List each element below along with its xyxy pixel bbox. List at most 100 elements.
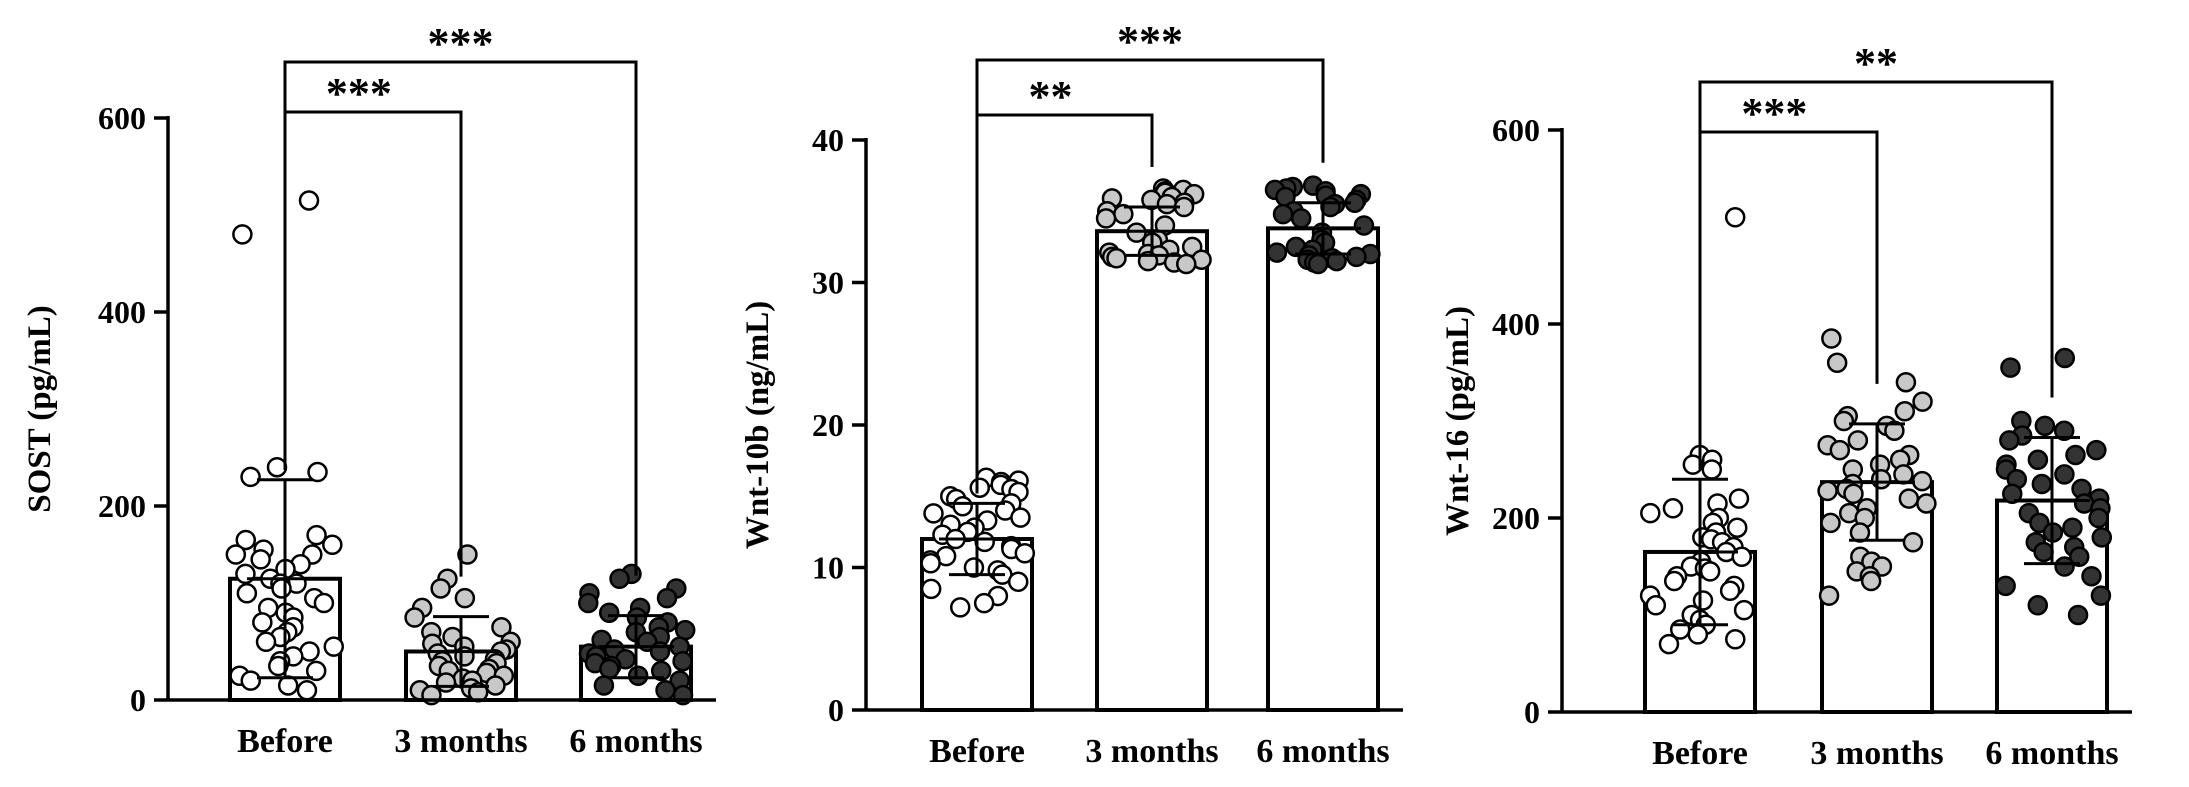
data-point (454, 587, 476, 609)
data-point (1307, 253, 1329, 275)
data-point (2027, 449, 2049, 471)
chart-panel-2: 0 10 20 30 40 Before 3 months 6 months Wnt-10b (… (740, 17, 1403, 770)
data-point (2000, 357, 2021, 378)
data-point (225, 544, 247, 565)
data-point (435, 672, 457, 693)
data-point (1010, 507, 1031, 528)
data-point (1902, 532, 1924, 553)
data-point (1999, 430, 2020, 451)
data-point (266, 456, 288, 478)
bar-2 (1095, 229, 1209, 712)
data-point (1833, 410, 1855, 432)
x-category-label: 6 months (1985, 735, 2118, 772)
data-point (306, 524, 327, 546)
significance-bracket (975, 58, 1325, 494)
data-point (650, 660, 672, 682)
y-tick-label: 0 (828, 692, 844, 728)
data-point (2053, 420, 2075, 441)
data-point (1272, 203, 1294, 225)
data-point (232, 224, 253, 245)
data-point (656, 587, 678, 609)
data-point (2065, 444, 2086, 466)
y-tick-label: 20 (812, 407, 844, 443)
data-point (1719, 580, 1741, 601)
data-point (2090, 585, 2112, 606)
data-point (307, 461, 328, 483)
x-category-label: Before (1652, 735, 1748, 772)
data-point (2054, 347, 2076, 369)
data-point (1726, 517, 1748, 538)
data-point (2029, 512, 2050, 534)
data-point (313, 592, 335, 614)
data-point (1728, 488, 1750, 509)
data-point (1106, 248, 1127, 269)
data-point (1662, 498, 1684, 519)
y-tick-label: 0 (1524, 694, 1540, 730)
x-category-label: 3 months (1085, 733, 1218, 770)
data-point (1682, 454, 1704, 475)
data-point (491, 617, 512, 638)
chart-panel-1: 0 200 400 600 Before 3 months 6 months SOST (pg… (22, 19, 716, 760)
data-point (2034, 415, 2056, 437)
data-point (2091, 527, 2113, 548)
chart-panel-3: 0 200 400 600 Before 3 months 6 months Wnt-16 (… (1440, 39, 2132, 772)
y-tick-label: 600 (98, 100, 146, 136)
data-point (1895, 371, 1917, 393)
data-point (598, 602, 620, 623)
data-point (1699, 561, 1721, 582)
x-category-label: 3 months (394, 723, 527, 760)
data-point (255, 631, 277, 653)
significance-label: *** (1741, 89, 1807, 138)
data-point (404, 607, 425, 628)
data-point (2054, 556, 2075, 577)
data-point (1658, 633, 1680, 655)
data-point (2062, 517, 2083, 538)
data-point (969, 477, 991, 498)
y-axis-title: Wnt-10b (ng/mL) (740, 301, 776, 549)
data-point (952, 495, 973, 517)
significance-bracket (1698, 80, 2054, 470)
y-tick-label: 200 (98, 488, 146, 524)
data-point (2088, 507, 2109, 529)
y-tick-label: 30 (812, 265, 844, 301)
data-point (1733, 599, 1755, 621)
data-point (1007, 571, 1029, 592)
data-point (1870, 468, 1892, 490)
y-tick-label: 40 (812, 122, 844, 158)
data-point (298, 190, 320, 211)
y-tick-label: 200 (1492, 500, 1540, 536)
data-point (2054, 464, 2075, 485)
data-point (2086, 439, 2107, 461)
x-category-label: Before (929, 733, 1025, 770)
data-point (1818, 585, 1840, 606)
significance-label: *** (1117, 17, 1183, 66)
data-point (1826, 352, 1848, 374)
data-point (1911, 470, 1933, 492)
data-point (672, 650, 693, 672)
data-point (322, 534, 343, 556)
data-point (457, 544, 478, 565)
data-point (2002, 483, 2023, 504)
y-axis-title: SOST (pg/mL) (22, 305, 58, 513)
data-point (2031, 473, 2053, 495)
significance-label: ** (1854, 39, 1898, 88)
data-point (1353, 215, 1375, 236)
data-point (2068, 546, 2090, 568)
data-point (920, 578, 942, 600)
data-point (2081, 565, 2102, 587)
data-point (235, 529, 257, 551)
bar-3 (1266, 226, 1380, 712)
data-point (296, 680, 318, 701)
significance-bracket (283, 60, 638, 576)
data-point (1176, 253, 1197, 275)
data-point (1860, 570, 1882, 592)
data-point (430, 578, 451, 599)
significance-label: ** (1029, 72, 1073, 121)
significance-label: *** (326, 69, 392, 118)
data-point (609, 568, 630, 589)
data-point (923, 503, 944, 524)
data-point (1663, 570, 1685, 592)
significance-bracket (283, 110, 463, 577)
data-point (1014, 543, 1036, 564)
